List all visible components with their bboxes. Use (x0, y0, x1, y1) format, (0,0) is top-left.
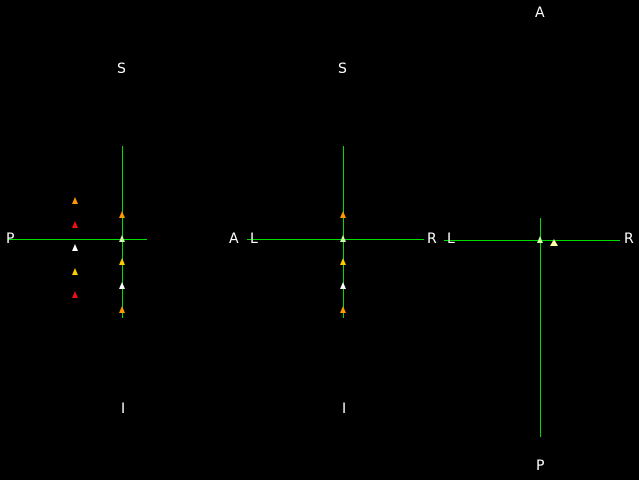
marker-triangle[interactable] (340, 282, 346, 289)
sagittal-label-posterior: P (6, 231, 15, 247)
marker-triangle[interactable] (550, 239, 558, 246)
sagittal-crosshair[interactable] (8, 146, 147, 318)
coronal-label-inferior: I (342, 401, 347, 417)
coronal-label-superior: S (338, 61, 347, 77)
marker-triangle[interactable] (72, 291, 78, 298)
marker-triangle[interactable] (119, 282, 125, 289)
marker-triangle[interactable] (340, 235, 346, 242)
marker-triangle[interactable] (72, 268, 78, 275)
marker-triangle[interactable] (72, 244, 78, 251)
axial-label-anterior: A (535, 5, 545, 21)
axial-label-left: L (447, 231, 455, 247)
axial-label-right: R (624, 231, 634, 247)
marker-triangle[interactable] (72, 221, 78, 228)
axial-crosshair[interactable] (444, 218, 620, 437)
marker-triangle[interactable] (72, 197, 78, 204)
marker-triangle[interactable] (119, 258, 125, 265)
marker-triangle[interactable] (340, 211, 346, 218)
coronal-crosshair[interactable] (247, 146, 424, 318)
marker-triangle[interactable] (340, 258, 346, 265)
sagittal-label-superior: S (117, 61, 126, 77)
marker-triangle[interactable] (340, 306, 346, 313)
marker-triangle[interactable] (119, 235, 125, 242)
coronal-label-anterior: A (229, 231, 239, 247)
marker-triangle[interactable] (119, 211, 125, 218)
coronal-marker-line (340, 211, 346, 313)
sagittal-label-inferior: I (121, 401, 126, 417)
marker-triangle[interactable] (537, 236, 543, 243)
axial-markers (537, 236, 558, 246)
sagittal-marker-line (119, 211, 125, 313)
sagittal-marker-column (72, 197, 78, 298)
axial-label-posterior: P (536, 458, 545, 474)
coronal-label-right: R (427, 231, 437, 247)
marker-triangle[interactable] (119, 306, 125, 313)
coronal-label-left: L (250, 231, 258, 247)
